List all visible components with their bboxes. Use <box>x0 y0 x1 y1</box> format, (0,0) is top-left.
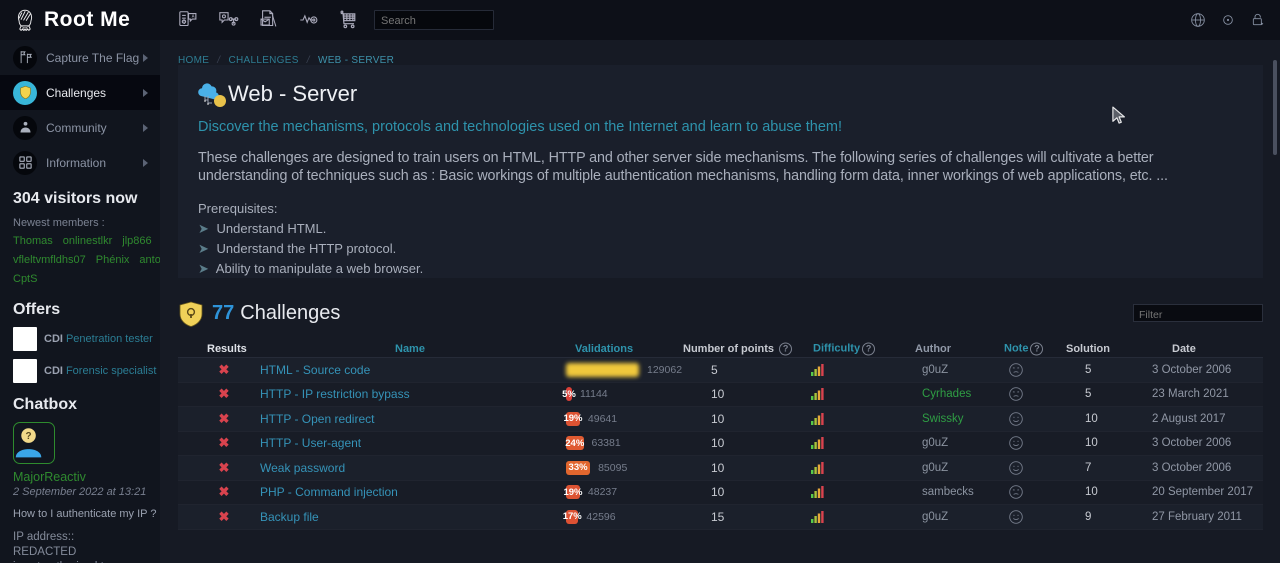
svg-text:Q: Q <box>183 20 186 24</box>
svg-text:A: A <box>192 14 195 19</box>
svg-text:?: ? <box>25 431 31 442</box>
